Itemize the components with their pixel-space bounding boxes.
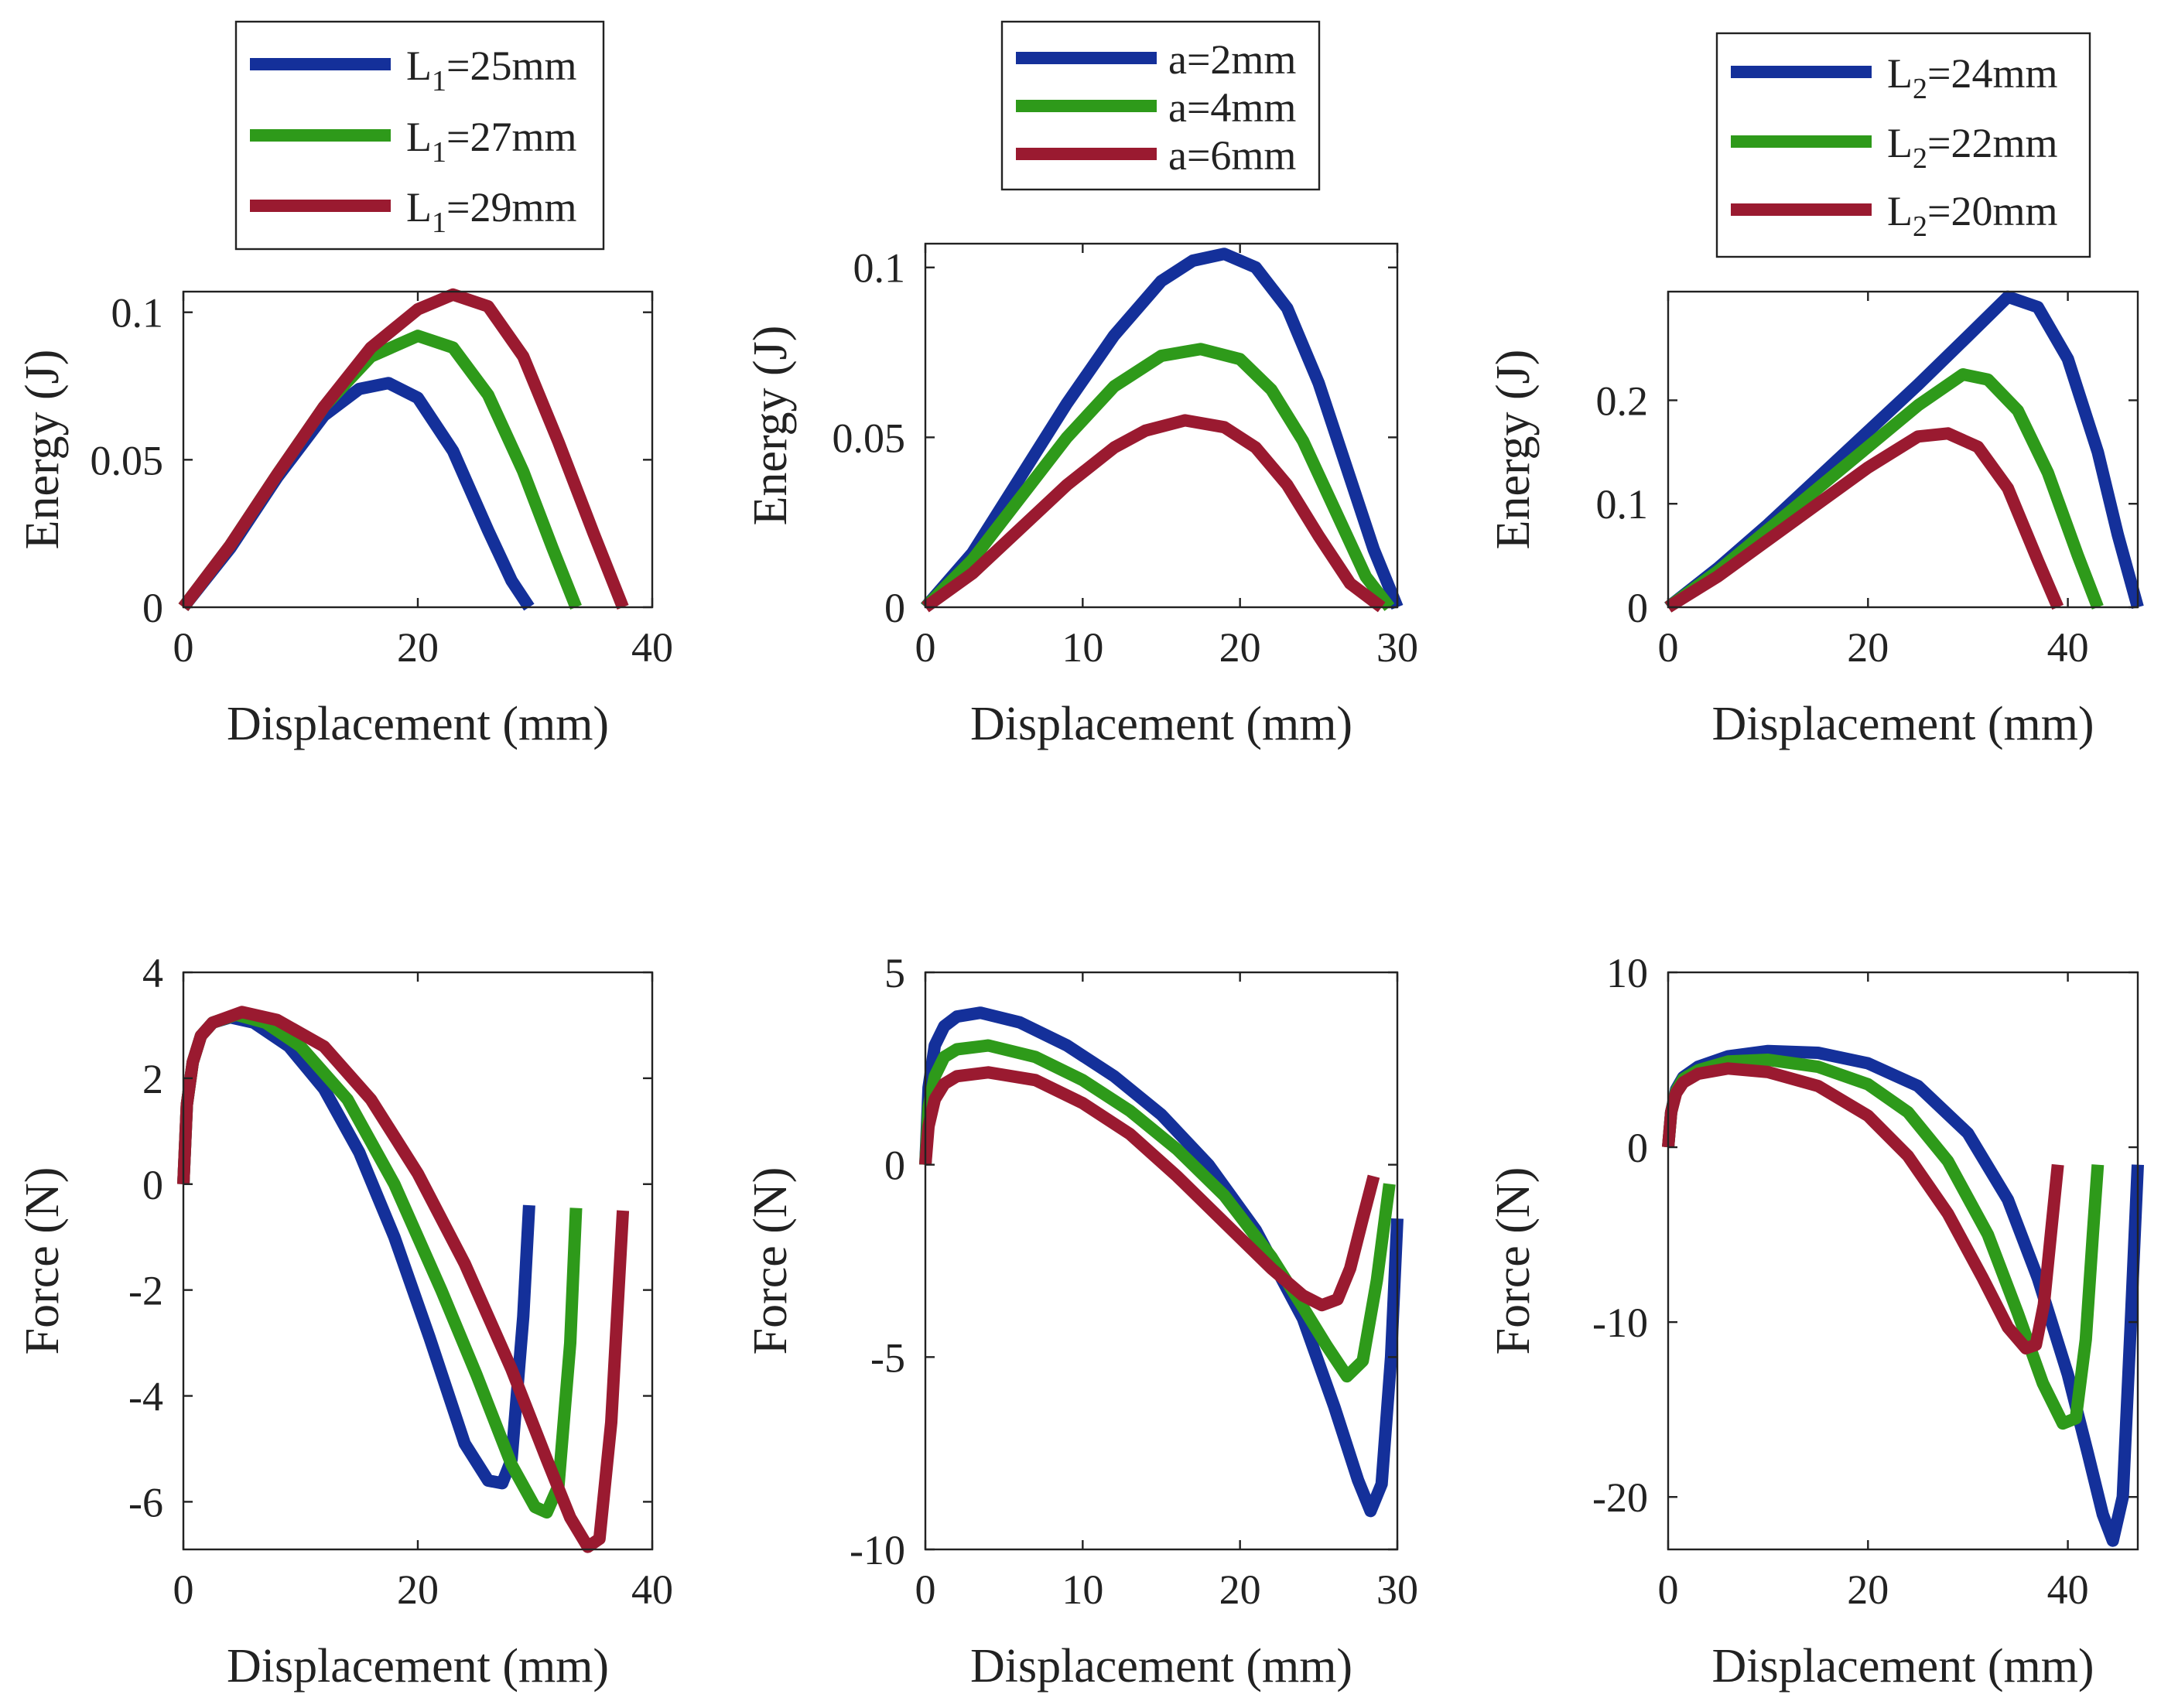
- legend-subscript: 2: [1913, 210, 1927, 243]
- energy-a-legend-label-3: a=6mm: [1168, 132, 1296, 179]
- legend-suffix-text: =25mm: [446, 43, 576, 89]
- energy-a-x-tick-label: 30: [1376, 624, 1418, 671]
- energy-l2-chart: 0 20 40 0 0.1 0.2 Displacement (mm) Energy (J) L…: [1487, 33, 2138, 750]
- energy-l2-y-tick-label: 0: [1627, 585, 1648, 631]
- force-a-series-1: [925, 1013, 1397, 1511]
- legend-base-text: L: [1887, 188, 1913, 234]
- energy-a-x-tick-label: 0: [915, 624, 936, 671]
- energy-l2-x-tick-label: 40: [2047, 624, 2089, 671]
- force-l1-y-tick-label: 0: [142, 1162, 163, 1208]
- force-l2-y-tick-label: 0: [1627, 1125, 1648, 1171]
- legend-base-text: L: [406, 184, 432, 231]
- energy-a-y-tick-label: 0.1: [853, 245, 906, 292]
- force-a-x-tick-label: 20: [1219, 1566, 1261, 1613]
- force-l1-x-tick-label: 40: [631, 1566, 673, 1613]
- force-a-y-tick-label: 5: [884, 950, 905, 996]
- force-l1-axes-frame: [183, 972, 652, 1549]
- energy-l2-y-axis-label: Energy (J): [1487, 350, 1540, 550]
- force-a-x-axis-label: Displacement (mm): [970, 1640, 1352, 1693]
- legend-base-text: L: [1887, 120, 1913, 166]
- energy-a-legend-label-1: a=2mm: [1168, 36, 1296, 83]
- force-l1-x-tick-label: 0: [173, 1566, 194, 1613]
- force-l2-series-2: [1668, 1060, 2098, 1423]
- energy-l2-x-axis-label: Displacement (mm): [1711, 698, 2094, 750]
- legend-subscript: 2: [1913, 142, 1927, 175]
- force-a-x-tick-label: 0: [915, 1566, 936, 1613]
- legend-subscript: 1: [432, 207, 446, 239]
- legend-base-text: a=4mm: [1168, 84, 1296, 131]
- energy-l1-chart: 0 20 40 0 0.05 0.1 Displacement (mm) Energy (J)…: [16, 22, 673, 750]
- legend-subscript: 2: [1913, 73, 1927, 105]
- force-l2-y-tick-label: -20: [1592, 1474, 1648, 1521]
- legend-base-text: a=2mm: [1168, 36, 1296, 83]
- force-l1-x-axis-label: Displacement (mm): [227, 1640, 609, 1693]
- force-l2-chart: 0 20 40 10 0 -10 -20 Displacement (mm) Force (N): [1487, 950, 2138, 1693]
- force-l1-x-tick-label: 20: [397, 1566, 439, 1613]
- legend-base-text: L: [1887, 50, 1913, 97]
- force-l1-y-tick-label: -2: [128, 1268, 163, 1314]
- force-l1-y-tick-label: 2: [142, 1056, 163, 1102]
- force-l1-y-tick-label: -4: [128, 1374, 163, 1420]
- energy-a-x-axis-label: Displacement (mm): [970, 698, 1352, 750]
- legend-suffix-text: =20mm: [1927, 188, 2057, 234]
- energy-l1-y-tick-label: 0.1: [111, 290, 164, 336]
- force-l2-y-tick-label: -10: [1592, 1300, 1648, 1346]
- legend-subscript: 1: [432, 136, 446, 169]
- force-l2-series-3: [1668, 1068, 2058, 1348]
- energy-a-y-axis-label: Energy (J): [744, 326, 797, 526]
- energy-a-legend: a=2mma=4mma=6mm: [1002, 22, 1319, 190]
- force-a-axes-frame: [925, 972, 1397, 1549]
- energy-a-legend-label-2: a=4mm: [1168, 84, 1296, 131]
- force-l2-y-tick-label: 10: [1606, 950, 1648, 996]
- energy-a-chart: 0 10 20 30 0 0.05 0.1 Displacement (mm) Energy (…: [744, 22, 1418, 750]
- legend-base-text: L: [406, 114, 432, 160]
- energy-l1-x-axis-label: Displacement (mm): [227, 698, 609, 750]
- force-l2-x-tick-label: 40: [2047, 1566, 2089, 1613]
- force-a-x-tick-label: 30: [1376, 1566, 1418, 1613]
- force-a-y-tick-label: 0: [884, 1143, 905, 1189]
- legend-suffix-text: =29mm: [446, 184, 576, 231]
- force-a-y-axis-label: Force (N): [744, 1167, 797, 1355]
- legend-base-text: a=6mm: [1168, 132, 1296, 179]
- legend-suffix-text: =27mm: [446, 114, 576, 160]
- energy-l1-y-tick-label: 0.05: [91, 437, 164, 483]
- energy-a-y-tick-label: 0.05: [833, 415, 906, 461]
- force-a-y-tick-label: -5: [870, 1334, 905, 1381]
- energy-l1-x-tick-label: 0: [173, 624, 194, 671]
- force-a-chart: 0 10 20 30 5 0 -5 -10 Displacement (mm) Force (N): [744, 950, 1418, 1693]
- energy-l2-x-tick-label: 20: [1847, 624, 1889, 671]
- force-l1-y-tick-label: 4: [142, 950, 163, 996]
- force-l1-y-tick-label: -6: [128, 1479, 163, 1525]
- legend-subscript: 1: [432, 65, 446, 97]
- energy-l1-y-tick-label: 0: [142, 585, 163, 631]
- figure: 0 20 4000.050.1Displacement (mm)Energy (J)…: [0, 0, 2161, 1708]
- energy-l2-y-tick-label: 0.2: [1596, 377, 1649, 424]
- force-l2-x-axis-label: Displacement (mm): [1711, 1640, 2094, 1693]
- energy-a-x-tick-label: 20: [1219, 624, 1261, 671]
- force-l2-x-tick-label: 20: [1847, 1566, 1889, 1613]
- legend-base-text: L: [406, 43, 432, 89]
- legend-suffix-text: =24mm: [1927, 50, 2057, 97]
- force-l2-x-tick-label: 0: [1658, 1566, 1679, 1613]
- energy-l1-series-1: [183, 383, 529, 607]
- energy-l1-series-2: [183, 336, 576, 607]
- energy-a-y-tick-label: 0: [884, 585, 905, 631]
- energy-l2-y-tick-label: 0.1: [1596, 481, 1649, 528]
- energy-l1-y-axis-label: Energy (J): [16, 350, 69, 550]
- force-l1-y-axis-label: Force (N): [16, 1167, 69, 1355]
- energy-a-x-tick-label: 10: [1062, 624, 1103, 671]
- force-a-y-tick-label: -10: [850, 1527, 905, 1573]
- force-l2-series-1: [1668, 1051, 2138, 1541]
- energy-l2-series-3: [1668, 433, 2058, 607]
- legend-suffix-text: =22mm: [1927, 120, 2057, 166]
- force-a-x-tick-label: 10: [1062, 1566, 1103, 1613]
- force-a-series-2: [925, 1046, 1390, 1377]
- force-l2-y-axis-label: Force (N): [1487, 1167, 1540, 1355]
- energy-l1-x-tick-label: 20: [397, 624, 439, 671]
- energy-l2-x-tick-label: 0: [1658, 624, 1679, 671]
- energy-l1-x-tick-label: 40: [631, 624, 673, 671]
